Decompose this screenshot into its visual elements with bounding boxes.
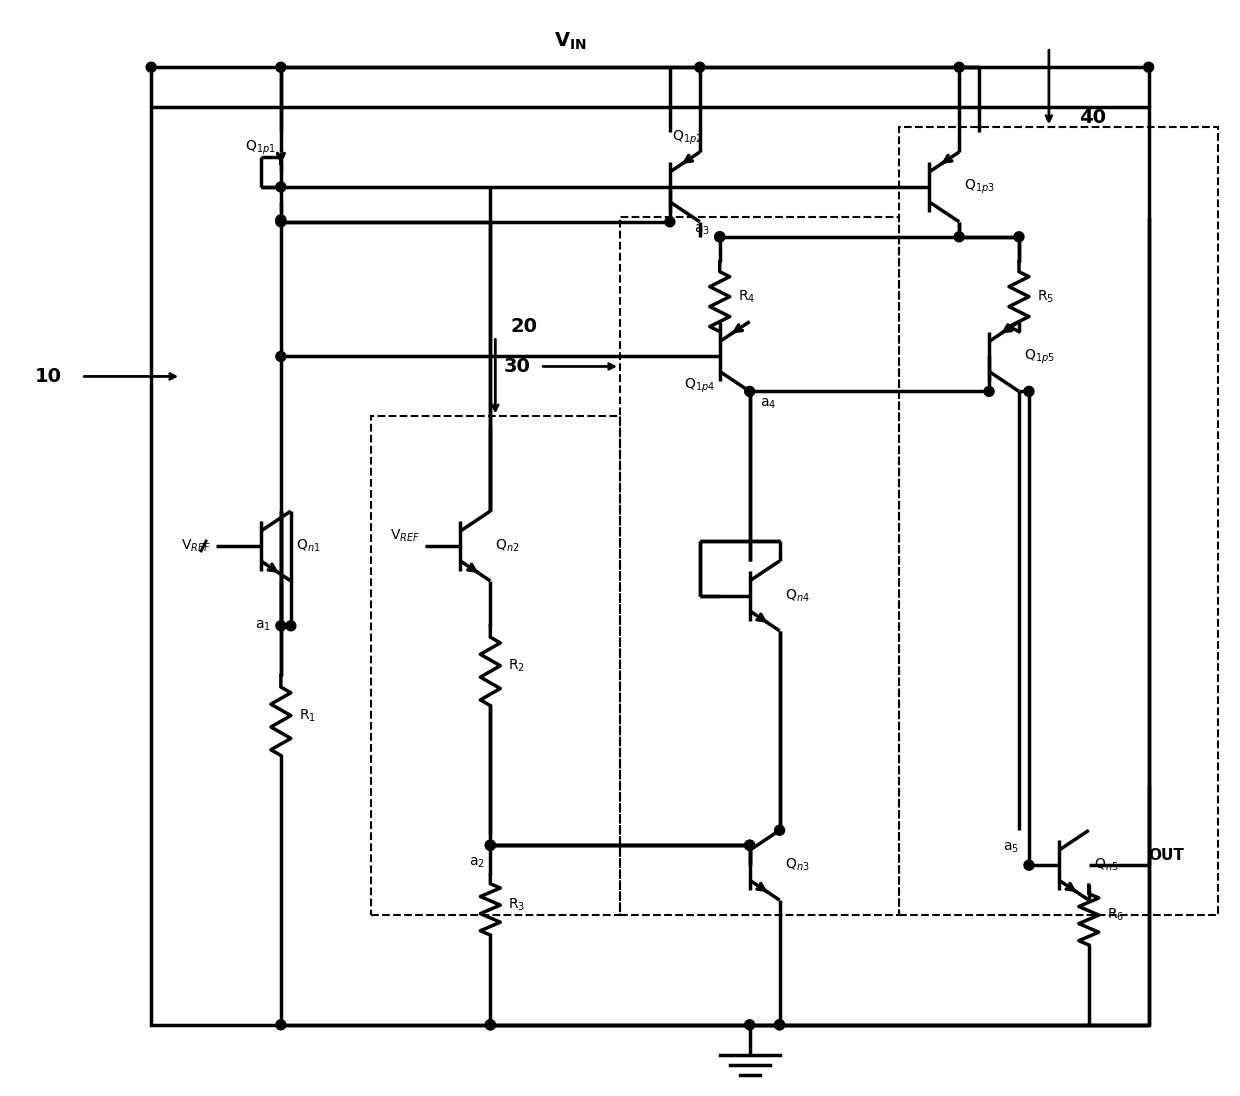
Circle shape xyxy=(146,62,156,72)
Circle shape xyxy=(275,620,286,631)
Circle shape xyxy=(694,62,704,72)
Circle shape xyxy=(745,1019,755,1030)
Text: Q$_{n5}$: Q$_{n5}$ xyxy=(1094,857,1118,874)
Circle shape xyxy=(745,387,755,397)
Text: Q$_{n4}$: Q$_{n4}$ xyxy=(785,587,810,604)
Text: a$_4$: a$_4$ xyxy=(760,397,776,411)
Circle shape xyxy=(745,841,755,850)
Text: 20: 20 xyxy=(511,317,537,336)
Circle shape xyxy=(714,231,724,242)
Text: Q$_{1p3}$: Q$_{1p3}$ xyxy=(965,178,994,196)
Circle shape xyxy=(985,387,994,397)
Circle shape xyxy=(775,825,785,835)
Circle shape xyxy=(485,841,495,850)
Text: a$_5$: a$_5$ xyxy=(1003,841,1019,855)
Text: V$_{REF}$: V$_{REF}$ xyxy=(181,538,211,555)
Circle shape xyxy=(275,352,286,362)
Text: R$_4$: R$_4$ xyxy=(738,288,755,305)
Circle shape xyxy=(485,841,495,850)
Circle shape xyxy=(275,1019,286,1030)
Text: R$_6$: R$_6$ xyxy=(1107,906,1123,923)
Circle shape xyxy=(745,841,755,850)
Circle shape xyxy=(1024,387,1034,397)
Circle shape xyxy=(1143,62,1153,72)
Text: R$_2$: R$_2$ xyxy=(508,658,526,674)
Circle shape xyxy=(1014,231,1024,242)
Circle shape xyxy=(775,1019,785,1030)
Text: a$_1$: a$_1$ xyxy=(255,618,270,633)
Text: 30: 30 xyxy=(503,357,531,376)
Text: R$_3$: R$_3$ xyxy=(508,897,526,913)
Text: R$_5$: R$_5$ xyxy=(1037,288,1054,305)
Circle shape xyxy=(485,1019,495,1030)
Circle shape xyxy=(286,620,296,631)
Circle shape xyxy=(275,215,286,225)
Text: Q$_{1p4}$: Q$_{1p4}$ xyxy=(683,376,714,395)
Circle shape xyxy=(1024,860,1034,870)
Text: R$_1$: R$_1$ xyxy=(299,707,316,723)
Text: Q$_{1p5}$: Q$_{1p5}$ xyxy=(1024,347,1055,366)
Circle shape xyxy=(714,231,724,242)
Circle shape xyxy=(485,1019,495,1030)
Text: OUT: OUT xyxy=(1148,847,1184,863)
Text: Q$_{n1}$: Q$_{n1}$ xyxy=(296,538,320,555)
Text: Q$_{n3}$: Q$_{n3}$ xyxy=(785,857,810,874)
Text: 10: 10 xyxy=(35,367,62,386)
Text: Q$_{n2}$: Q$_{n2}$ xyxy=(495,538,520,555)
Circle shape xyxy=(954,62,965,72)
Text: 40: 40 xyxy=(1079,107,1106,127)
Circle shape xyxy=(954,231,965,242)
Text: $\mathregular{V_{IN}}$: $\mathregular{V_{IN}}$ xyxy=(554,31,587,53)
Circle shape xyxy=(665,217,675,227)
Text: a$_3$: a$_3$ xyxy=(693,222,709,237)
Text: Q$_{1p1}$: Q$_{1p1}$ xyxy=(246,139,275,157)
Circle shape xyxy=(275,182,286,192)
Circle shape xyxy=(275,62,286,72)
Text: V$_{REF}$: V$_{REF}$ xyxy=(391,528,420,545)
Text: a$_2$: a$_2$ xyxy=(470,855,485,869)
Circle shape xyxy=(275,217,286,227)
Circle shape xyxy=(775,1019,785,1030)
Text: Q$_{1p2}$: Q$_{1p2}$ xyxy=(672,128,703,147)
